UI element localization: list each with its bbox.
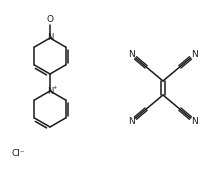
Text: N: N — [47, 87, 53, 96]
Text: Cl⁻: Cl⁻ — [11, 148, 25, 157]
Text: N: N — [47, 33, 53, 43]
Text: N: N — [191, 117, 198, 126]
Text: +: + — [52, 85, 57, 90]
Text: O: O — [47, 16, 54, 24]
Text: N: N — [128, 50, 135, 59]
Text: N: N — [128, 117, 135, 126]
Text: N: N — [191, 50, 198, 59]
